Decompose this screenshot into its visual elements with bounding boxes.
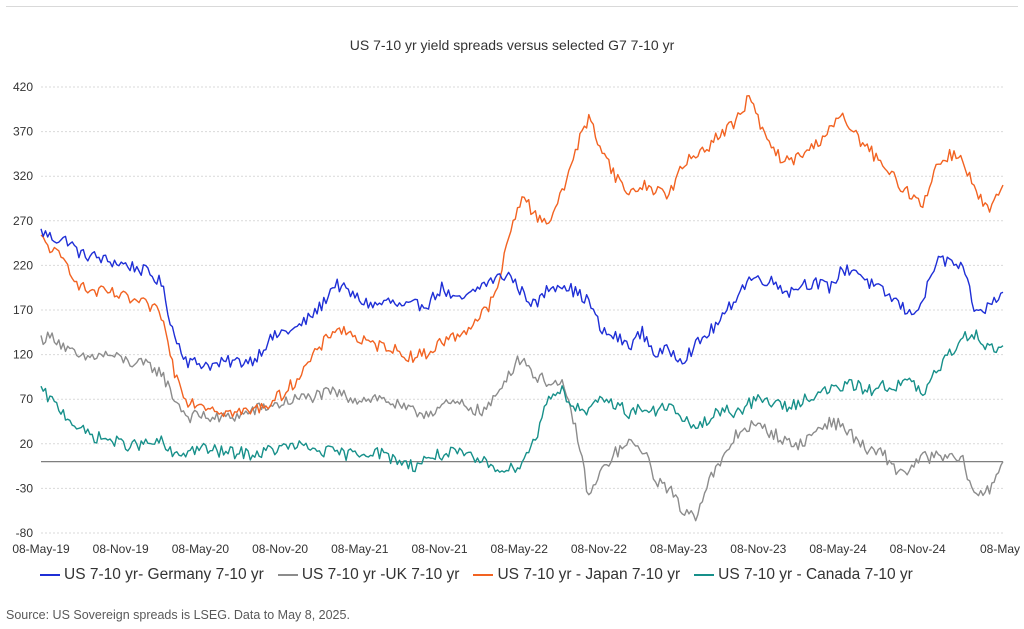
x-tick-label: 08-May-23 bbox=[650, 542, 708, 556]
top-rule bbox=[6, 6, 1018, 7]
legend-label-uk: US 7-10 yr -UK 7-10 yr bbox=[301, 566, 460, 583]
x-tick-label: 08-Nov-21 bbox=[411, 542, 467, 556]
y-tick-label: 170 bbox=[13, 303, 33, 317]
y-tick-label: 220 bbox=[13, 258, 33, 272]
series-group bbox=[40, 95, 1004, 522]
legend-item-japan: US 7-10 yr - Japan 7-10 yr bbox=[473, 566, 680, 584]
x-tick-label: 08-May-20 bbox=[172, 542, 230, 556]
x-axis-ticks: 08-May-19 08-Nov-19 08-May-20 08-Nov-20 08-M… bbox=[12, 542, 1020, 556]
x-tick-label: 08-May-21 bbox=[331, 542, 389, 556]
y-tick-label: 320 bbox=[13, 169, 33, 183]
legend-swatch-uk bbox=[277, 574, 298, 576]
x-tick-label: 08-May-19 bbox=[12, 542, 70, 556]
y-axis-ticks: 420 370 320 270 220 170 120 70 20 -30 -80 bbox=[13, 80, 33, 540]
x-tick-label: 08-Nov-20 bbox=[252, 542, 308, 556]
y-tick-label: 370 bbox=[13, 125, 33, 139]
legend-swatch-japan bbox=[473, 574, 494, 576]
grid-lines bbox=[41, 86, 1003, 534]
x-tick-label: 08-May-24 bbox=[809, 542, 867, 556]
y-tick-label: -30 bbox=[16, 481, 34, 495]
legend-swatch-germany bbox=[40, 574, 60, 576]
series-line bbox=[40, 331, 1004, 522]
legend-label-japan: US 7-10 yr - Japan 7-10 yr bbox=[497, 566, 681, 583]
legend-item-germany: US 7-10 yr- Germany 7-10 yr bbox=[40, 566, 264, 584]
x-tick-label: 08-May-22 bbox=[491, 542, 549, 556]
line-chart: US 7-10 yr yield spreads versus selected… bbox=[12, 37, 1020, 556]
legend-swatch-canada bbox=[694, 574, 715, 576]
source-note: Source: US Sovereign spreads is LSEG. Da… bbox=[6, 608, 350, 622]
x-tick-label: 08-Nov-24 bbox=[890, 542, 946, 556]
y-tick-label: 420 bbox=[13, 80, 33, 94]
legend: US 7-10 yr- Germany 7-10 yr US 7-10 yr -… bbox=[40, 566, 913, 584]
y-tick-label: 20 bbox=[20, 437, 34, 451]
y-tick-label: 70 bbox=[20, 392, 34, 406]
legend-label-canada: US 7-10 yr - Canada 7-10 yr bbox=[718, 566, 913, 583]
legend-label-germany: US 7-10 yr- Germany 7-10 yr bbox=[64, 566, 264, 583]
y-tick-label: -80 bbox=[16, 526, 34, 540]
x-tick-label: 08-May bbox=[980, 542, 1020, 556]
y-tick-label: 270 bbox=[13, 214, 33, 228]
series-line bbox=[40, 95, 1004, 418]
x-tick-label: 08-Nov-22 bbox=[571, 542, 627, 556]
legend-item-uk: US 7-10 yr -UK 7-10 yr bbox=[277, 566, 460, 584]
chart-title: US 7-10 yr yield spreads versus selected… bbox=[350, 37, 675, 53]
x-tick-label: 08-Nov-23 bbox=[730, 542, 786, 556]
series-line bbox=[40, 329, 1004, 473]
series-line bbox=[40, 228, 1004, 371]
legend-item-canada: US 7-10 yr - Canada 7-10 yr bbox=[694, 566, 913, 584]
x-tick-label: 08-Nov-19 bbox=[93, 542, 149, 556]
y-tick-label: 120 bbox=[13, 348, 33, 362]
